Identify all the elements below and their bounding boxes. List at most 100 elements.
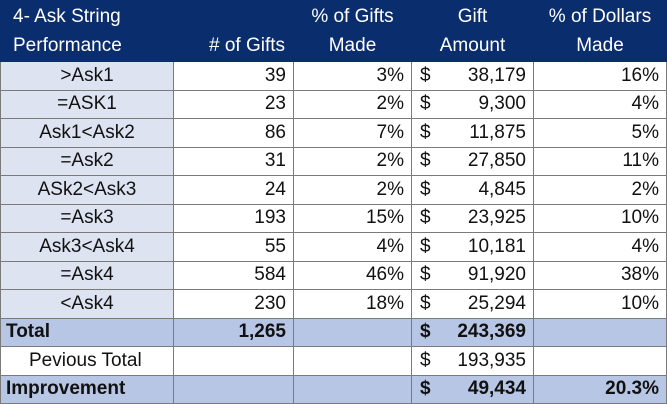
gifts-cell[interactable]: 39 xyxy=(173,61,294,91)
previous-total-amount-value: 193,935 xyxy=(457,349,526,371)
pct-gifts-cell[interactable]: 15% xyxy=(293,203,412,233)
header-num-gifts[interactable]: # of Gifts xyxy=(173,0,294,62)
amount-value: 10,181 xyxy=(467,235,526,257)
dollar-sign: $ xyxy=(420,321,431,343)
gifts-cell[interactable]: 193 xyxy=(173,203,294,233)
improvement-pct-dollars-cell[interactable]: 20.3% xyxy=(533,374,667,404)
pct-gifts-cell[interactable]: 4% xyxy=(293,232,412,262)
table-row: =Ask2 31 2% $27,850 11% xyxy=(0,146,667,176)
table-row: <Ask4 230 18% $25,294 10% xyxy=(0,289,667,319)
dollar-sign: $ xyxy=(420,378,431,400)
table-row: =ASK1 23 2% $9,300 4% xyxy=(0,89,667,119)
pct-gifts-cell[interactable]: 46% xyxy=(293,260,412,290)
row-label-cell[interactable]: =Ask4 xyxy=(0,260,174,290)
table-row: Ask1<Ask2 86 7% $11,875 5% xyxy=(0,118,667,148)
header-pct-gifts-line1: % of Gifts xyxy=(311,6,394,27)
dollar-sign: $ xyxy=(420,264,431,286)
gifts-cell[interactable]: 55 xyxy=(173,232,294,262)
row-label-cell[interactable]: =ASK1 xyxy=(0,89,174,119)
gifts-cell[interactable]: 230 xyxy=(173,289,294,319)
amount-cell[interactable]: $38,179 xyxy=(411,61,534,91)
amount-value: 91,920 xyxy=(467,264,526,286)
amount-cell[interactable]: $4,845 xyxy=(411,175,534,205)
dollar-sign: $ xyxy=(420,150,431,172)
pct-dollars-cell[interactable]: 10% xyxy=(533,289,667,319)
amount-value: 38,179 xyxy=(467,64,526,86)
previous-total-label-cell[interactable]: Pevious Total xyxy=(0,346,174,376)
header-pct-dollars[interactable]: % of Dollars Made xyxy=(533,0,667,62)
pct-dollars-cell[interactable]: 38% xyxy=(533,260,667,290)
gifts-cell[interactable]: 31 xyxy=(173,146,294,176)
table-row: >Ask1 39 3% $38,179 16% xyxy=(0,61,667,91)
dollar-sign: $ xyxy=(420,292,431,314)
previous-total-pct-gifts-cell[interactable] xyxy=(293,346,412,376)
header-row: 4- Ask String Performance # of Gifts % o… xyxy=(0,0,667,62)
row-label-cell[interactable]: >Ask1 xyxy=(0,61,174,91)
improvement-amount-cell[interactable]: $49,434 xyxy=(411,374,534,404)
total-pct-gifts-cell[interactable] xyxy=(293,317,412,347)
row-label-cell[interactable]: ASk2<Ask3 xyxy=(0,175,174,205)
pct-dollars-cell[interactable]: 10% xyxy=(533,203,667,233)
pct-dollars-cell[interactable]: 4% xyxy=(533,89,667,119)
header-ask-string[interactable]: 4- Ask String Performance xyxy=(0,0,174,62)
row-label-cell[interactable]: =Ask2 xyxy=(0,146,174,176)
header-gift-amount[interactable]: Gift Amount xyxy=(411,0,534,62)
pct-gifts-cell[interactable]: 2% xyxy=(293,175,412,205)
improvement-pct-gifts-cell[interactable] xyxy=(293,374,412,404)
gifts-cell[interactable]: 86 xyxy=(173,118,294,148)
amount-cell[interactable]: $9,300 xyxy=(411,89,534,119)
pct-dollars-cell[interactable]: 4% xyxy=(533,232,667,262)
amount-cell[interactable]: $91,920 xyxy=(411,260,534,290)
pct-gifts-cell[interactable]: 18% xyxy=(293,289,412,319)
amount-value: 11,875 xyxy=(469,121,526,143)
pct-gifts-cell[interactable]: 7% xyxy=(293,118,412,148)
amount-cell[interactable]: $23,925 xyxy=(411,203,534,233)
row-label-cell[interactable]: Ask3<Ask4 xyxy=(0,232,174,262)
previous-total-amount-cell[interactable]: $193,935 xyxy=(411,346,534,376)
gifts-cell[interactable]: 23 xyxy=(173,89,294,119)
previous-total-pct-dollars-cell[interactable] xyxy=(533,346,667,376)
header-pct-gifts[interactable]: % of Gifts Made xyxy=(293,0,412,62)
dollar-sign: $ xyxy=(420,349,431,371)
table-body: >Ask1 39 3% $38,179 16% =ASK1 23 2% $9,3… xyxy=(0,61,667,404)
amount-cell[interactable]: $25,294 xyxy=(411,289,534,319)
gifts-cell[interactable]: 24 xyxy=(173,175,294,205)
pct-dollars-cell[interactable]: 5% xyxy=(533,118,667,148)
previous-total-gifts-cell[interactable] xyxy=(173,346,294,376)
pct-gifts-cell[interactable]: 2% xyxy=(293,146,412,176)
total-label-cell[interactable]: Total xyxy=(0,317,174,347)
pct-gifts-cell[interactable]: 2% xyxy=(293,89,412,119)
dollar-sign: $ xyxy=(420,93,431,115)
total-gifts-cell[interactable]: 1,265 xyxy=(173,317,294,347)
amount-cell[interactable]: $11,875 xyxy=(411,118,534,148)
header-ask-string-line2: Performance xyxy=(13,35,122,56)
amount-value: 27,850 xyxy=(467,150,526,172)
amount-value: 9,300 xyxy=(478,93,526,115)
dollar-sign: $ xyxy=(420,207,431,229)
improvement-label-cell[interactable]: Improvement xyxy=(0,374,174,404)
total-pct-dollars-cell[interactable] xyxy=(533,317,667,347)
row-label-cell[interactable]: Ask1<Ask2 xyxy=(0,118,174,148)
previous-total-row: Pevious Total $193,935 xyxy=(0,346,667,376)
amount-cell[interactable]: $27,850 xyxy=(411,146,534,176)
pct-gifts-cell[interactable]: 3% xyxy=(293,61,412,91)
row-label-cell[interactable]: =Ask3 xyxy=(0,203,174,233)
pct-dollars-cell[interactable]: 2% xyxy=(533,175,667,205)
header-ask-string-line1: 4- Ask String xyxy=(13,6,121,27)
dollar-sign: $ xyxy=(420,178,431,200)
improvement-amount-value: 49,434 xyxy=(467,378,526,400)
pct-dollars-cell[interactable]: 11% xyxy=(533,146,667,176)
header-pct-dollars-line1: % of Dollars xyxy=(548,6,652,27)
dollar-sign: $ xyxy=(420,64,431,86)
row-label-cell[interactable]: <Ask4 xyxy=(0,289,174,319)
dollar-sign: $ xyxy=(420,235,431,257)
table-row: =Ask3 193 15% $23,925 10% xyxy=(0,203,667,233)
gifts-cell[interactable]: 584 xyxy=(173,260,294,290)
header-pct-dollars-line2: Made xyxy=(576,35,624,56)
amount-value: 4,845 xyxy=(478,178,526,200)
improvement-gifts-cell[interactable] xyxy=(173,374,294,404)
pct-dollars-cell[interactable]: 16% xyxy=(533,61,667,91)
total-amount-cell[interactable]: $243,369 xyxy=(411,317,534,347)
amount-cell[interactable]: $10,181 xyxy=(411,232,534,262)
